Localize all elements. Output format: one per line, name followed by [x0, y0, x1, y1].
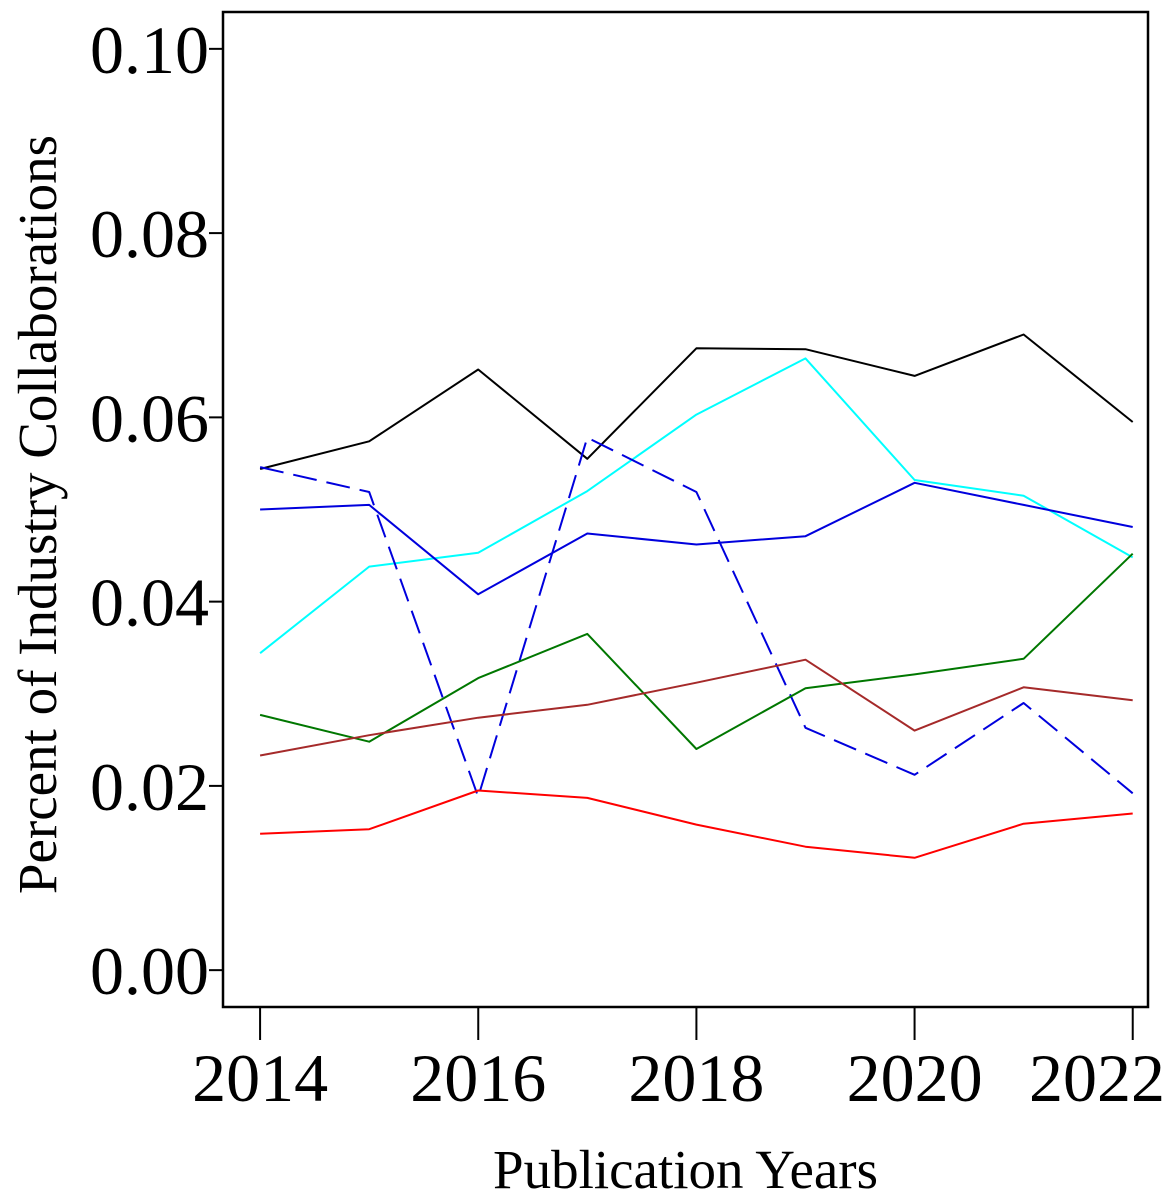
- x-axis: 2014 2016 2018 2020 2022: [192, 1007, 1165, 1116]
- series-line-2: [259, 357, 1134, 654]
- y-tick-label: 0.00: [90, 933, 209, 1009]
- x-axis-title: Publication Years: [493, 1139, 878, 1197]
- plot-frame: [221, 10, 1150, 1009]
- x-tick-label: 2016: [410, 1040, 546, 1116]
- series-line-1: [259, 333, 1134, 470]
- series-line-3: [260, 481, 1133, 596]
- y-tick-label: 0.04: [90, 565, 209, 641]
- y-tick-label: 0.08: [90, 196, 209, 272]
- y-tick-label: 0.06: [90, 380, 209, 456]
- x-tick-label: 2014: [192, 1040, 328, 1116]
- x-tick-label: 2018: [628, 1040, 764, 1116]
- series-line-6: [259, 658, 1133, 757]
- y-axis-title: Percent of Industry Collaborations: [7, 135, 68, 894]
- y-tick-label: 0.02: [90, 749, 209, 825]
- series-line-5: [259, 552, 1134, 750]
- series-line-7: [260, 789, 1133, 859]
- x-tick-label: 2022: [1029, 1040, 1165, 1116]
- series-lines: [259, 333, 1134, 859]
- y-tick-label: 0.10: [90, 12, 209, 88]
- x-tick-label: 2020: [847, 1040, 983, 1116]
- y-axis: 0.00 0.02 0.04 0.06 0.08 0.10: [90, 12, 223, 1009]
- series-line-4: [259, 436, 1134, 798]
